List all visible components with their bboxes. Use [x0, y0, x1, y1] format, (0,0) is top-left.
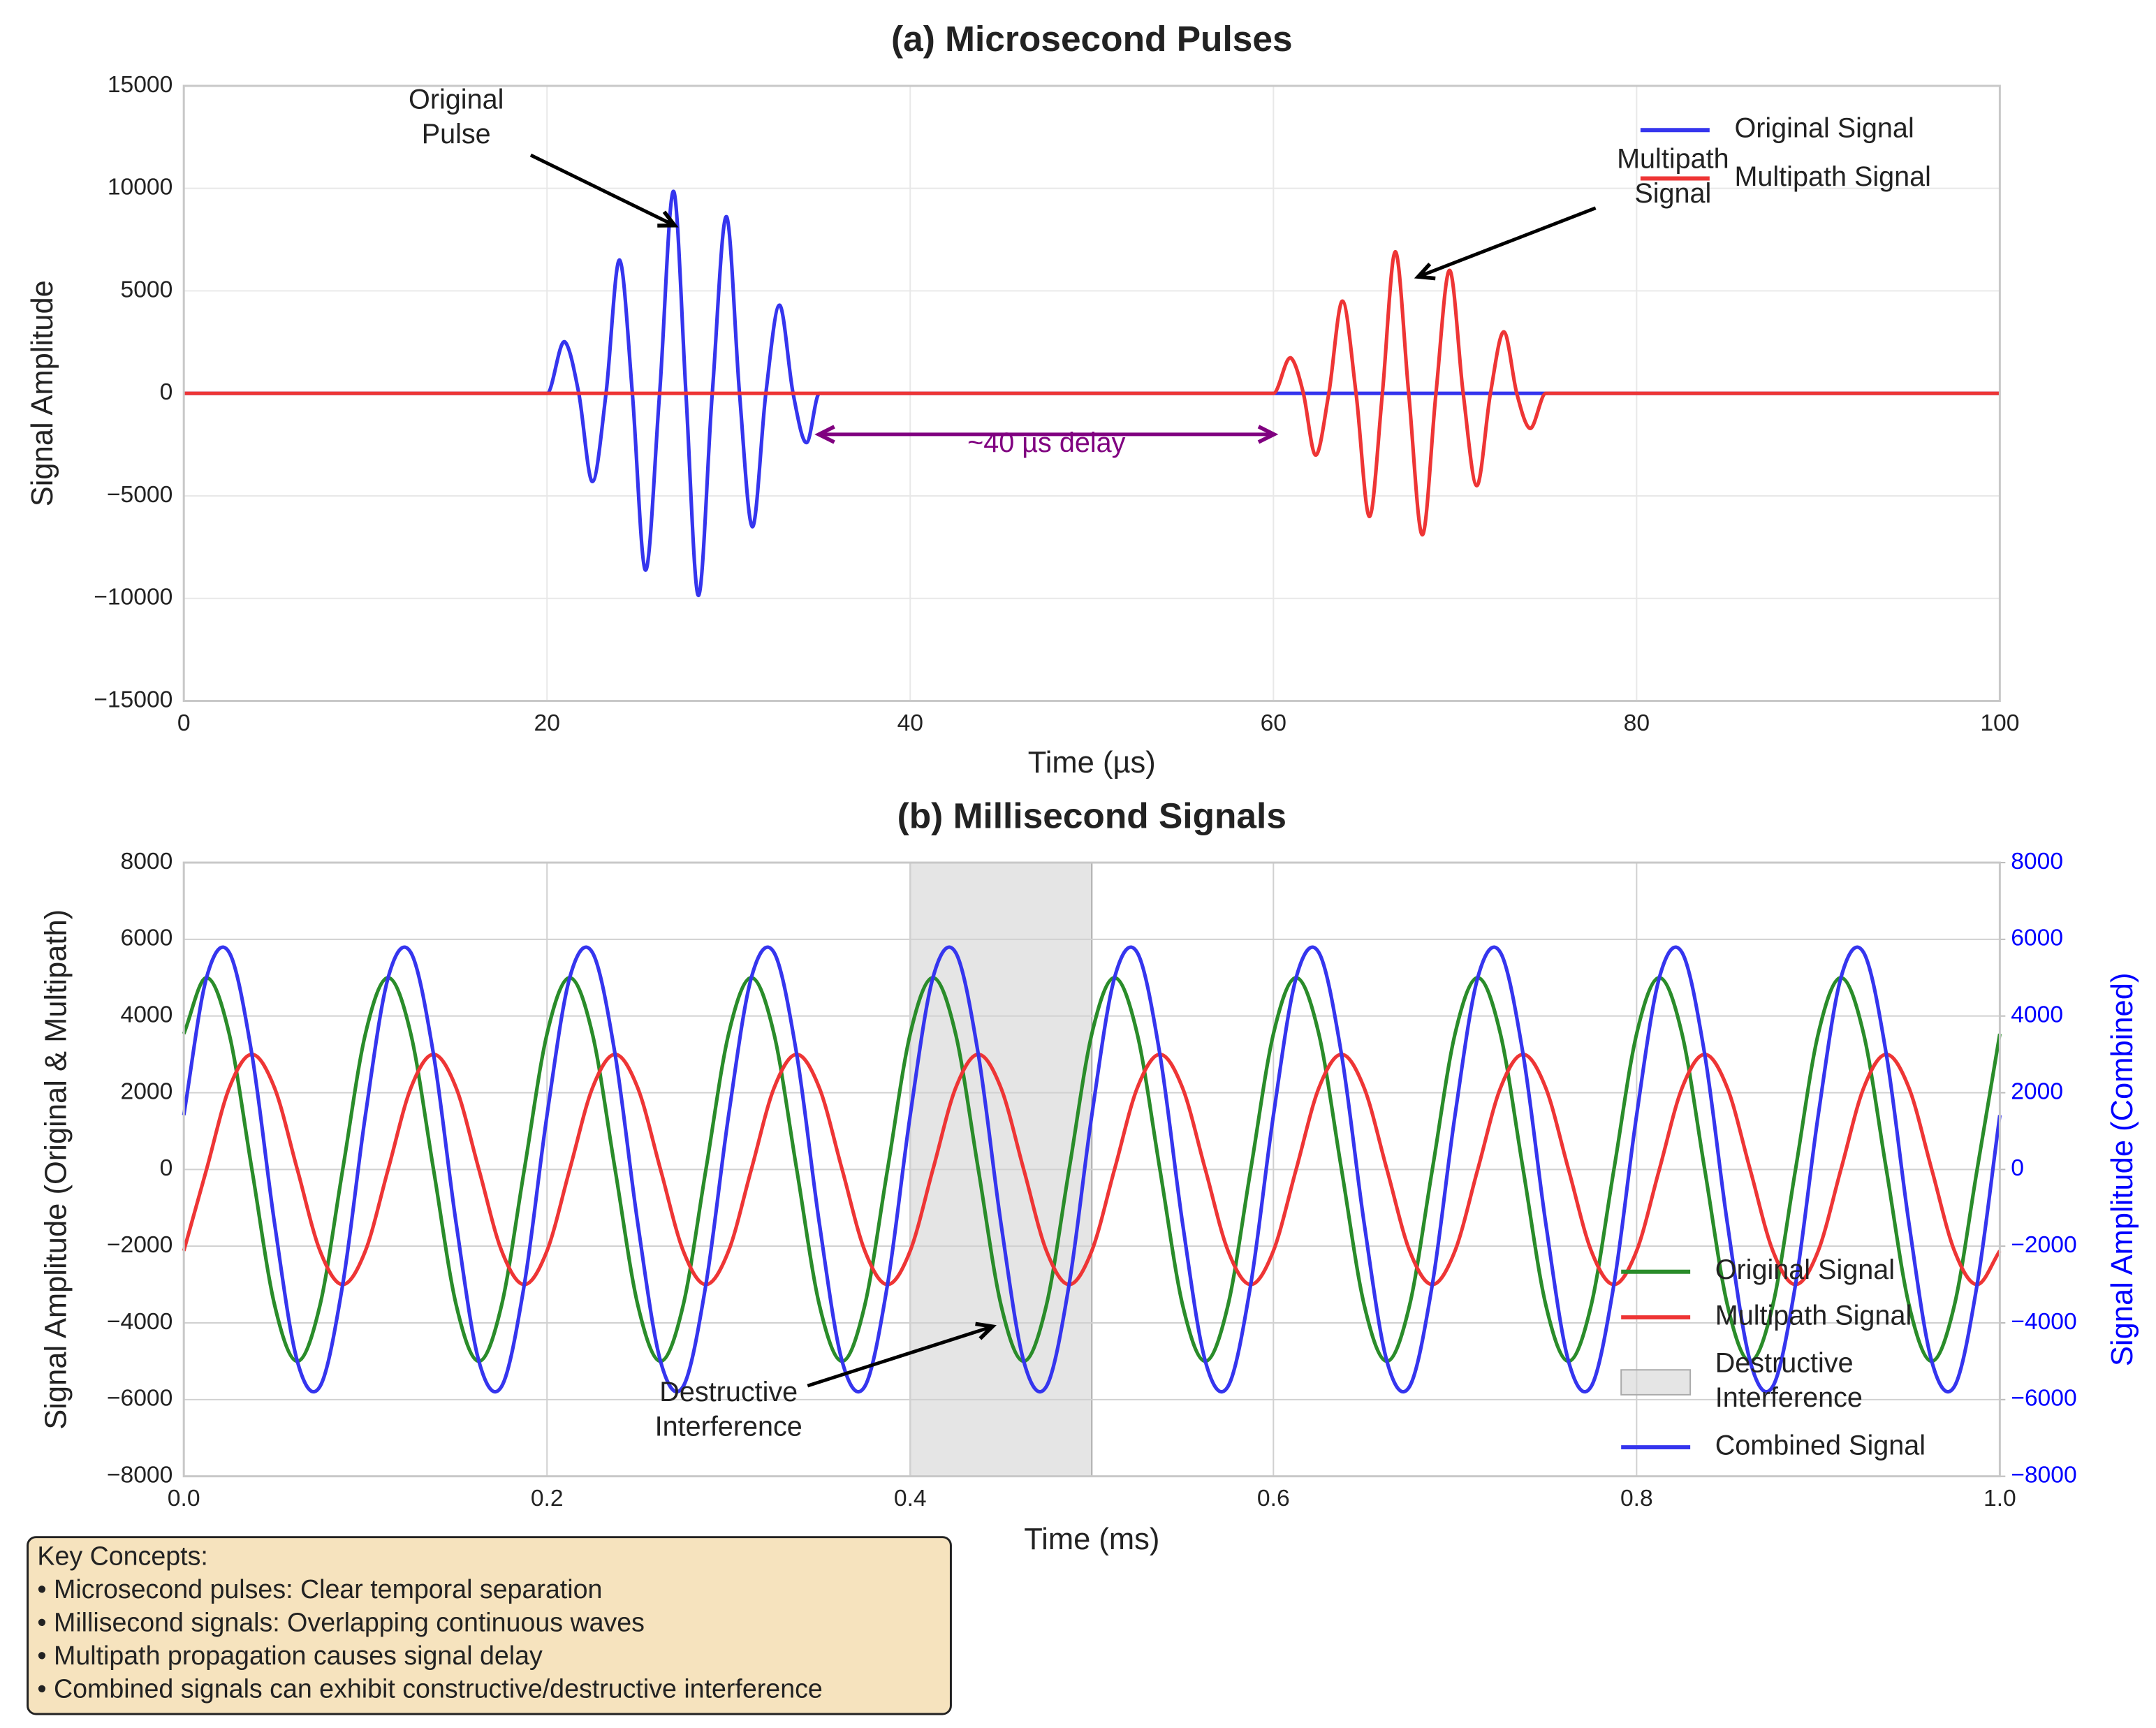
y2-tick-label: 4000: [2011, 1002, 2063, 1028]
annotation-text: Interference: [655, 1411, 802, 1442]
y2-tick-label: −8000: [2011, 1463, 2076, 1488]
box-line: • Multipath propagation causes signal de…: [37, 1641, 543, 1670]
series-line: [184, 189, 2000, 597]
legend-label: Combined Signal: [1715, 1430, 1926, 1461]
y-tick-label: −10000: [94, 585, 173, 610]
x-tick-label: 0.8: [1620, 1486, 1653, 1511]
axes-frame: [182, 861, 2001, 1478]
subplot: 0 20 40 60 80 100 −15000 −10000 −5000 0 5000 10000 1…: [26, 18, 2020, 779]
box-line: • Microsecond pulses: Clear temporal sep…: [37, 1574, 602, 1604]
annotation-text: Pulse: [422, 119, 491, 149]
y2-tick-label: −4000: [2011, 1309, 2076, 1335]
box-line: • Combined signals can exhibit construct…: [37, 1674, 822, 1703]
legend-label: Original Signal: [1734, 113, 1914, 144]
y-tick-label: −4000: [107, 1309, 173, 1335]
y2-tick-label: 0: [2011, 1155, 2024, 1181]
legend-label: Destructive Interference: [1715, 1348, 1863, 1413]
y-tick-label: 0: [160, 1155, 173, 1181]
series-line: [182, 945, 2002, 1393]
y2-tick-label: 6000: [2011, 925, 2063, 951]
y-tick-label: 2000: [121, 1078, 173, 1104]
y-tick-label: 0: [160, 379, 173, 405]
x-tick-label: 80: [1624, 710, 1650, 736]
series-line: [182, 976, 2002, 1363]
x-tick-label: 1.0: [1983, 1486, 2016, 1511]
annotation-text: Multipath: [1617, 144, 1729, 175]
y2-tick-label: −2000: [2011, 1232, 2076, 1258]
annotation-text: Signal: [1634, 178, 1711, 209]
x-tick-label: 0.4: [894, 1486, 927, 1511]
box-background: [27, 1536, 952, 1715]
y-axis-label: Signal Amplitude: [26, 280, 59, 506]
axes-frame: [182, 85, 2001, 702]
y2-axis-label: Signal Amplitude (Combined): [2106, 973, 2139, 1367]
box-line: Key Concepts:: [37, 1541, 207, 1570]
y-tick-label: −6000: [107, 1386, 173, 1412]
y-tick-label: −15000: [94, 687, 173, 712]
y-tick-label: 6000: [121, 925, 173, 951]
y-tick-label: −2000: [107, 1232, 173, 1258]
y2-tick-label: −6000: [2011, 1386, 2076, 1412]
legend-label: Multipath Signal: [1734, 161, 1931, 192]
legend-swatch: [1620, 1369, 1692, 1396]
annotation-text: Destructive: [659, 1377, 798, 1407]
y-tick-label: −8000: [107, 1463, 173, 1488]
y-tick-label: 4000: [121, 1002, 173, 1028]
y-tick-label: 10000: [108, 175, 173, 200]
annotation-arrow: [1414, 206, 1597, 281]
y-tick-label: 15000: [108, 72, 173, 98]
x-tick-label: 20: [534, 710, 560, 736]
subplot: 0.0 0.2 0.4 0.6 0.8 1.0−8000−6000−4000−200002…: [40, 795, 2139, 1556]
x-tick-label: 40: [897, 710, 923, 736]
subplot-title: (b) Millisecond Signals: [897, 795, 1286, 835]
y-tick-label: −5000: [107, 482, 173, 508]
box-line: • Millisecond signals: Overlapping conti…: [37, 1607, 645, 1637]
y-axis-label: Signal Amplitude (Original & Multipath): [40, 909, 73, 1430]
legend-label: Original Signal: [1715, 1254, 1895, 1285]
legend-label: Multipath Signal: [1715, 1301, 1912, 1331]
y-tick-label: 5000: [121, 277, 173, 302]
annotation-arrow: [529, 153, 679, 228]
annotation-arrow: [807, 1321, 997, 1388]
x-tick-label: 0.0: [168, 1486, 200, 1511]
y2-tick-label: 2000: [2011, 1078, 2063, 1104]
subplot-title: (a) Microsecond Pulses: [891, 18, 1293, 59]
series-line: [184, 250, 2000, 537]
x-axis-label: Time (µs): [1028, 746, 1156, 779]
x-tick-label: 60: [1261, 710, 1286, 736]
y2-tick-label: 8000: [2011, 849, 2063, 874]
y-tick-label: 8000: [121, 849, 173, 874]
x-axis-label: Time (ms): [1024, 1523, 1159, 1556]
x-tick-label: 100: [1980, 710, 2019, 736]
series-line: [182, 1053, 2002, 1287]
key-concepts-box: Key Concepts: • Microsecond pulses: Clear…: [27, 1536, 952, 1715]
annotation-text: ~40 µs delay: [967, 427, 1125, 458]
x-tick-label: 0: [177, 710, 191, 736]
plots: 0 20 40 60 80 100 −15000 −10000 −5000 0 5000 10000 1…: [26, 18, 2139, 1715]
x-tick-label: 0.6: [1257, 1486, 1290, 1511]
x-tick-label: 0.2: [531, 1486, 564, 1511]
annotation-text: Original: [409, 85, 504, 115]
